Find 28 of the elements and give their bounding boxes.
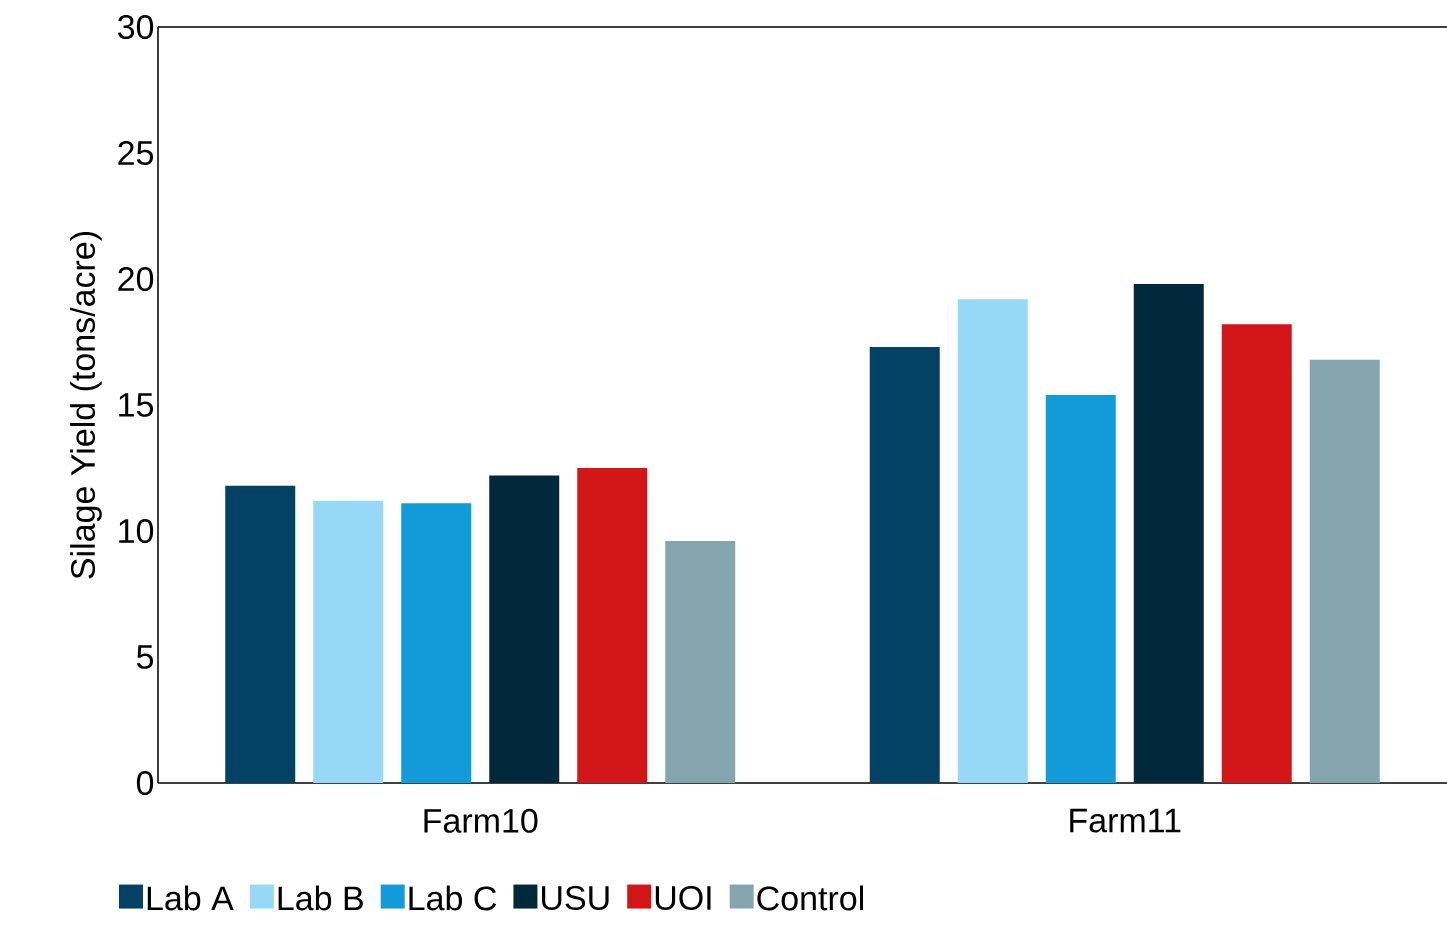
y-tick-label: 5: [136, 645, 154, 669]
bar: [869, 347, 940, 783]
x-tick-label: Farm11: [1070, 808, 1181, 833]
bar: [401, 503, 472, 783]
bar: [1045, 394, 1116, 783]
y-axis-title: Silage Yield (tons/acre): [70, 232, 102, 579]
bar: [577, 468, 648, 783]
legend-label: Lab C: [409, 885, 497, 911]
y-tick-label: 25: [118, 140, 154, 166]
y-tick-label: 30: [117, 14, 154, 40]
y-tick-label: 10: [119, 518, 154, 544]
legend-label: USU: [542, 885, 609, 910]
legend-label: Lab A: [147, 885, 234, 911]
bar: [957, 299, 1028, 783]
bar: [225, 485, 296, 783]
bar: [313, 500, 384, 783]
bar: [665, 541, 736, 783]
legend-label: UOI: [655, 885, 711, 910]
y-tick-label: 0: [136, 770, 154, 796]
x-tick-label: Farm10: [424, 808, 538, 833]
bar: [1309, 359, 1380, 783]
bar: [1221, 324, 1292, 783]
legend-label: Control: [757, 885, 863, 911]
y-tick-label: 20: [118, 266, 154, 292]
bar: [489, 475, 560, 783]
bar: [1133, 284, 1204, 783]
legend-label: Lab B: [278, 885, 363, 911]
y-tick-label: 15: [119, 393, 154, 417]
